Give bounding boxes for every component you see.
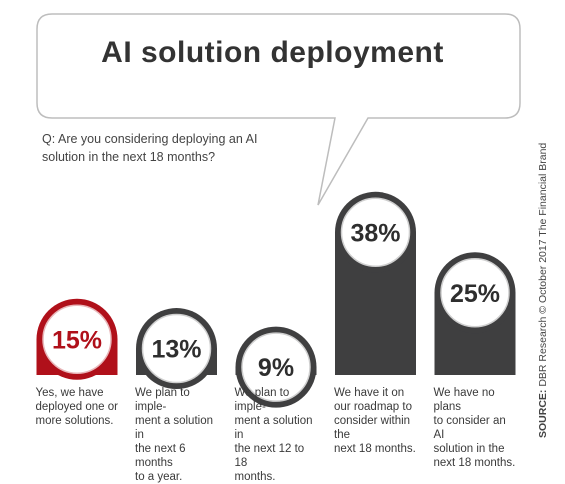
category-label-line: ment a solution in	[135, 415, 213, 441]
category-label-line: to consider an AI	[433, 415, 506, 441]
source-note: SOURCE: DBR Research © October 2017 The …	[537, 143, 549, 438]
category-label-line: the next 12 to 18	[234, 443, 305, 469]
category-label-line: our roadmap to	[334, 401, 412, 413]
category-label-line: next 18 months.	[433, 457, 516, 469]
value-badge-0	[42, 304, 112, 374]
speech-bubble	[36, 13, 521, 206]
category-label-1: We plan to imple-ment a solution in the n…	[135, 386, 219, 484]
category-label-line: We plan to imple-	[135, 387, 190, 413]
category-label-line: to a year.	[135, 471, 183, 483]
data-label-0: 15%	[52, 326, 102, 354]
category-label-line: consider within the	[334, 415, 411, 441]
category-label-line: more solutions.	[35, 415, 114, 427]
survey-question: Q: Are you considering deploying an AI s…	[42, 132, 258, 164]
category-label-line: solution in the	[433, 443, 505, 455]
category-label-line: deployed one or	[35, 401, 118, 413]
data-label-1: 13%	[151, 336, 201, 364]
category-label-line: ment a solution in	[234, 415, 313, 441]
value-badge-1	[141, 313, 212, 384]
data-label-2: 9%	[258, 354, 294, 382]
source-text: DBR Research © October 2017 The Financia…	[537, 142, 549, 387]
bar-chart: 15% 13% 9% 38% 25%	[36, 191, 516, 408]
value-badge-2	[241, 332, 311, 402]
chart-title: AI solution deployment	[101, 36, 444, 69]
category-label-line: We plan to imple-	[234, 387, 290, 413]
category-label-line: months.	[234, 471, 276, 483]
category-label-line: We have it on	[334, 387, 405, 399]
category-label-0: Yes, we have deployed one or more solution…	[36, 386, 120, 428]
category-label-line: We have no plans	[433, 387, 495, 413]
category-label-2: We plan to imple-ment a solution in the n…	[235, 386, 319, 484]
category-label-line: Yes, we have	[35, 387, 104, 399]
category-label-3: We have it on our roadmap to consider with…	[334, 386, 418, 456]
category-label-4: We have no plans to consider an AI solutio…	[434, 386, 518, 470]
value-badge-3	[340, 197, 411, 268]
source-label: SOURCE:	[537, 389, 549, 438]
speech-bubble-outline	[36, 13, 521, 206]
category-label-line: the next 6 months	[135, 443, 186, 469]
value-badge-4	[440, 258, 510, 328]
data-label-4: 25%	[450, 280, 500, 308]
category-label-line: next 18 months.	[334, 443, 416, 455]
data-label-3: 38%	[350, 219, 400, 247]
